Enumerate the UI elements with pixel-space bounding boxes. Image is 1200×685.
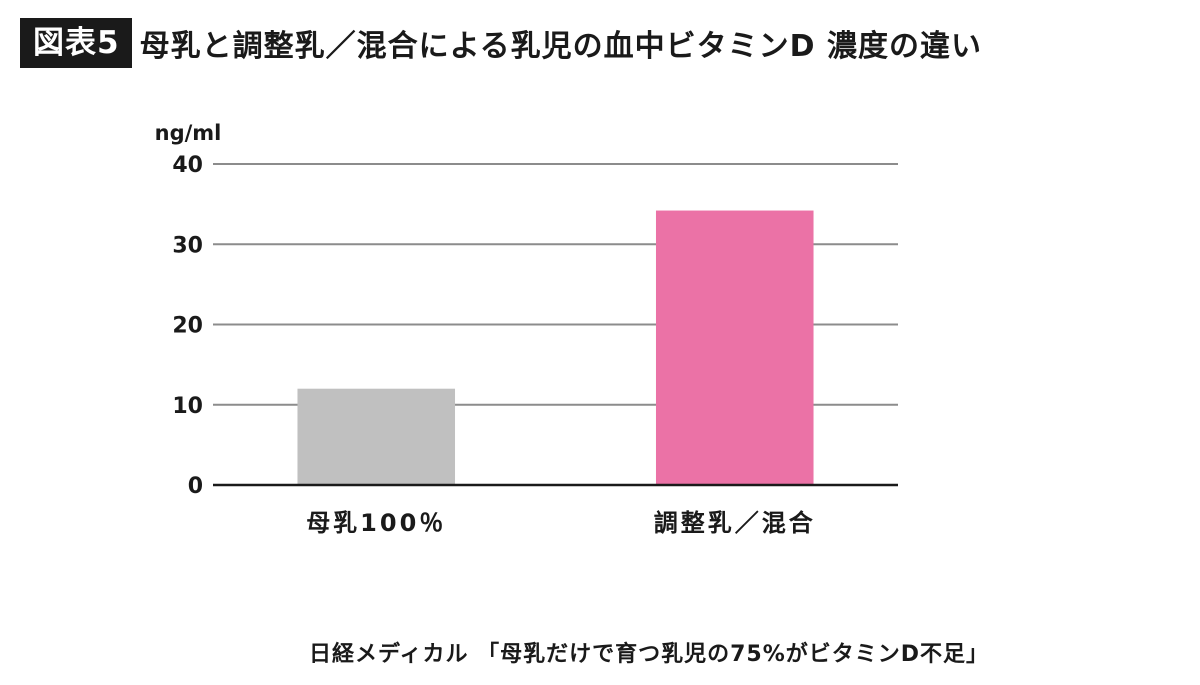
x-category-label: 調整乳／混合 <box>654 509 816 537</box>
y-tick-label: 10 <box>172 394 203 419</box>
source-citation: 日経メディカル 「母乳だけで育つ乳児の75%がビタミンD不足」 <box>309 642 990 667</box>
x-category-label: 母乳100％ <box>306 509 446 537</box>
bar-1 <box>297 388 456 485</box>
y-tick-label: 20 <box>172 314 203 339</box>
y-axis-unit-label: ng/ml <box>155 121 222 145</box>
bar-2 <box>655 210 814 486</box>
y-tick-label: 40 <box>172 153 203 178</box>
chart-title: 母乳と調整乳／混合による乳児の血中ビタミンD 濃度の違い <box>139 29 983 64</box>
figure-label: 図表5 <box>20 18 132 68</box>
y-tick-label: 30 <box>172 233 203 258</box>
y-tick-label: 0 <box>188 474 203 499</box>
chart-header: 図表5 母乳と調整乳／混合による乳児の血中ビタミンD 濃度の違い <box>20 18 982 68</box>
